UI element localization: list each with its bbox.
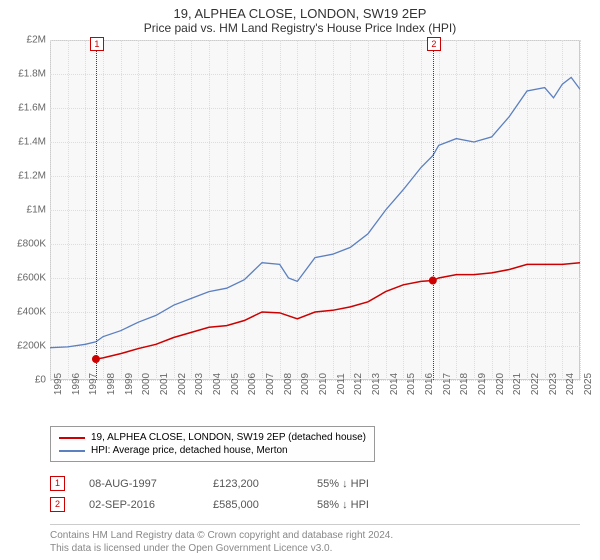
legend: 19, ALPHEA CLOSE, LONDON, SW19 2EP (deta…	[50, 426, 375, 462]
x-tick-label: 2024	[565, 373, 576, 395]
legend-swatch	[59, 437, 85, 439]
x-tick-label: 2010	[318, 373, 329, 395]
x-tick-label: 2004	[212, 373, 223, 395]
x-tick-label: 1997	[88, 373, 99, 395]
transaction-date: 08-AUG-1997	[89, 478, 189, 490]
chart-container: 19, ALPHEA CLOSE, LONDON, SW19 2EP Price…	[0, 0, 600, 560]
transaction-price: £585,000	[213, 499, 293, 511]
footer-line1: Contains HM Land Registry data © Crown c…	[50, 529, 580, 542]
transaction-row: 1 08-AUG-1997 £123,200 55% ↓ HPI	[50, 476, 369, 491]
x-tick-label: 2013	[371, 373, 382, 395]
y-tick-label: £1.4M	[18, 137, 46, 148]
legend-swatch	[59, 450, 85, 452]
transaction-price: £123,200	[213, 478, 293, 490]
y-tick-label: £1.2M	[18, 171, 46, 182]
legend-item: 19, ALPHEA CLOSE, LONDON, SW19 2EP (deta…	[59, 431, 366, 444]
y-tick-label: £200K	[17, 341, 46, 352]
x-tick-label: 2012	[353, 373, 364, 395]
transaction-index: 1	[50, 476, 65, 491]
marker-label: 1	[90, 37, 104, 51]
x-tick-label: 2020	[495, 373, 506, 395]
x-tick-label: 2017	[442, 373, 453, 395]
x-tick-label: 2018	[459, 373, 470, 395]
y-tick-label: £0	[35, 375, 46, 386]
transactions-table: 1 08-AUG-1997 £123,200 55% ↓ HPI 2 02-SEP-201…	[50, 470, 369, 518]
chart-plot-area: £0£200K£400K£600K£800K£1M£1.2M£1.4M£1.6M…	[50, 40, 580, 380]
x-tick-label: 2002	[177, 373, 188, 395]
transaction-index: 2	[50, 497, 65, 512]
x-tick-label: 2007	[265, 373, 276, 395]
x-tick-label: 1995	[53, 373, 64, 395]
footer-line2: This data is licensed under the Open Gov…	[50, 542, 580, 555]
x-tick-label: 1996	[71, 373, 82, 395]
x-tick-label: 2022	[530, 373, 541, 395]
x-tick-label: 2006	[247, 373, 258, 395]
y-tick-label: £1.6M	[18, 103, 46, 114]
x-tick-label: 1999	[124, 373, 135, 395]
x-tick-label: 2001	[159, 373, 170, 395]
x-tick-label: 2005	[230, 373, 241, 395]
x-tick-label: 2014	[389, 373, 400, 395]
chart-title: 19, ALPHEA CLOSE, LONDON, SW19 2EP	[0, 0, 600, 21]
y-tick-label: £1.8M	[18, 69, 46, 80]
transaction-vs-hpi: 58% ↓ HPI	[317, 499, 369, 511]
y-tick-label: £2M	[27, 35, 46, 46]
legend-label: 19, ALPHEA CLOSE, LONDON, SW19 2EP (deta…	[91, 432, 366, 443]
y-tick-label: £1M	[27, 205, 46, 216]
transaction-row: 2 02-SEP-2016 £585,000 58% ↓ HPI	[50, 497, 369, 512]
legend-label: HPI: Average price, detached house, Mert…	[91, 445, 288, 456]
x-tick-label: 2023	[548, 373, 559, 395]
x-tick-label: 1998	[106, 373, 117, 395]
x-tick-label: 2008	[283, 373, 294, 395]
x-tick-label: 2021	[512, 373, 523, 395]
x-tick-label: 2000	[141, 373, 152, 395]
y-tick-label: £800K	[17, 239, 46, 250]
marker-label: 2	[427, 37, 441, 51]
y-tick-label: £400K	[17, 307, 46, 318]
x-tick-label: 2025	[583, 373, 594, 395]
chart-subtitle: Price paid vs. HM Land Registry's House …	[0, 21, 600, 37]
legend-item: HPI: Average price, detached house, Mert…	[59, 444, 366, 457]
x-tick-label: 2011	[336, 373, 347, 395]
transaction-date: 02-SEP-2016	[89, 499, 189, 511]
x-tick-label: 2019	[477, 373, 488, 395]
y-tick-label: £600K	[17, 273, 46, 284]
transaction-vs-hpi: 55% ↓ HPI	[317, 478, 369, 490]
x-tick-label: 2009	[300, 373, 311, 395]
x-tick-label: 2003	[194, 373, 205, 395]
x-tick-label: 2015	[406, 373, 417, 395]
footer: Contains HM Land Registry data © Crown c…	[50, 524, 580, 555]
